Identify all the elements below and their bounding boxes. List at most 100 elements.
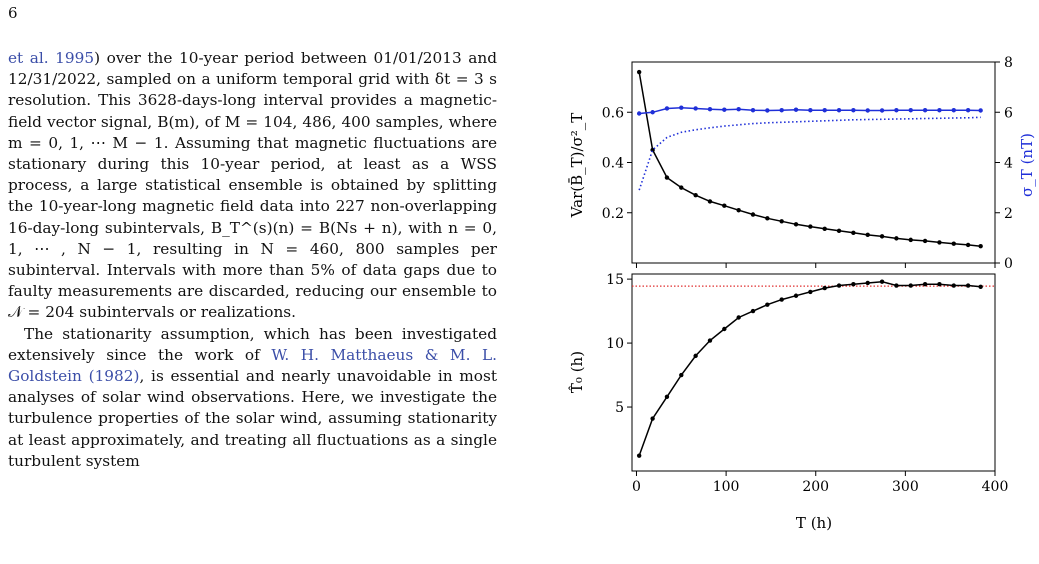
paragraph-1-body: ) over the 10-year period between 01/01/… <box>8 49 497 322</box>
bottom-series-0-point <box>636 453 642 458</box>
top-series-0-point <box>765 216 770 221</box>
top-series-1-point <box>894 108 899 113</box>
citation-link-1[interactable]: et al. 1995 <box>8 49 95 67</box>
top-series-0-point <box>808 224 813 229</box>
bottom-panel-marks <box>632 279 995 458</box>
top-series-0-point <box>836 228 842 234</box>
top-panel-marks <box>636 69 983 249</box>
top-series-1-point <box>822 108 827 113</box>
top-panel-ticks: 0.2 0.4 0.6 0 2 4 6 8 <box>602 55 1013 272</box>
bottom-series-0-point <box>679 372 684 378</box>
top-series-0-point <box>636 69 642 75</box>
top-series-0-point <box>937 240 942 245</box>
bottom-series-0-point <box>664 394 670 400</box>
paragraph-1: et al. 1995) over the 10-year period bet… <box>8 48 497 324</box>
top-right-tick-label: 2 <box>1004 206 1013 222</box>
top-series-0-point <box>722 203 727 208</box>
bottom-left-tick-label: 10 <box>606 336 624 352</box>
top-series-1-point <box>722 107 727 112</box>
top-series-1-point <box>908 108 913 113</box>
bottom-left-tick-label: 15 <box>606 272 624 288</box>
top-panel-frame <box>631 61 996 264</box>
top-series-0-point <box>851 230 856 236</box>
bottom-series-0-point <box>965 283 971 288</box>
paragraph-2-after: , is essential and nearly unavoidable in… <box>8 367 497 470</box>
bottom-series-0-point <box>822 285 827 291</box>
bottom-series-0-point <box>865 280 870 286</box>
top-series-0-point <box>922 238 928 244</box>
top-series-1-point <box>851 108 856 113</box>
top-right-axis-label: σ_T (nT) <box>1018 133 1036 197</box>
bottom-series-0-point <box>908 283 913 288</box>
top-series-1-point <box>693 106 698 111</box>
top-series-1-point <box>707 107 713 112</box>
bottom-series-0-point <box>750 308 756 314</box>
bottom-series-0-point <box>951 283 956 288</box>
bottom-series-0-point <box>978 284 983 289</box>
top-series-0-point <box>908 237 913 243</box>
top-series-1-point <box>978 108 983 113</box>
top-series-0-point <box>750 212 756 217</box>
top-left-axis-label: Var(B̄_T)/σ²_T <box>568 113 586 219</box>
top-left-tick-label: 0.2 <box>602 206 624 222</box>
top-series-0-point <box>693 192 698 198</box>
top-series-1-point <box>765 108 770 113</box>
bottom-series-0-point <box>793 293 799 298</box>
top-left-tick-label: 0.6 <box>602 105 624 121</box>
bottom-series-0-point <box>937 282 942 287</box>
top-series-2-line <box>638 116 981 191</box>
bottom-series-0-point <box>650 416 655 421</box>
bottom-panel-ticks: 5 10 15 0 100 200 300 400 <box>606 272 1008 495</box>
bottom-series-0-point <box>836 283 842 288</box>
bottom-x-tick-label: 400 <box>982 479 1009 495</box>
bottom-x-tick-label: 200 <box>802 479 829 495</box>
bottom-left-tick-label: 5 <box>615 400 624 416</box>
top-series-1-point <box>750 108 756 113</box>
top-series-0-point <box>679 185 684 190</box>
top-right-tick-label: 8 <box>1004 55 1013 71</box>
top-series-0-point <box>779 219 784 224</box>
top-series-0-line <box>638 71 981 247</box>
bottom-x-tick-label: 0 <box>632 479 641 495</box>
bottom-series-0-point <box>922 282 928 287</box>
bottom-series-0-point <box>736 315 741 320</box>
body-text-column: et al. 1995) over the 10-year period bet… <box>8 48 497 472</box>
top-left-tick-label: 0.4 <box>602 156 624 172</box>
top-series-0-point <box>879 234 885 239</box>
top-series-1-point <box>922 108 928 113</box>
top-series-1-point <box>679 105 684 110</box>
top-series-0-point <box>707 199 713 204</box>
bottom-panel: 5 10 15 0 100 200 300 400 T̂₀ (h) T (h) <box>568 272 1008 532</box>
bottom-series-0-point <box>779 297 784 302</box>
top-panel: 0.2 0.4 0.6 0 2 4 6 8 Var(B̄_T)/σ²_T σ_T (nT) <box>568 55 1036 272</box>
top-series-1-point <box>736 107 741 112</box>
top-series-1-point <box>951 108 956 113</box>
bottom-series-0-point <box>879 279 885 284</box>
bottom-series-0-point <box>808 289 813 295</box>
bottom-series-0-point <box>722 326 727 332</box>
top-series-0-point <box>965 242 971 248</box>
page-number: 6 <box>8 4 18 22</box>
top-series-1-point <box>793 107 799 112</box>
bottom-series-0-point <box>693 353 698 359</box>
top-right-tick-label: 4 <box>1004 156 1013 172</box>
bottom-series-0-point <box>765 302 770 307</box>
x-axis-label: T (h) <box>796 514 832 532</box>
paragraph-2: The stationarity assumption, which has b… <box>8 324 497 472</box>
top-series-0-point <box>978 243 983 249</box>
bottom-series-0-point <box>707 338 713 343</box>
top-series-0-point <box>894 236 899 241</box>
top-right-tick-label: 0 <box>1004 256 1013 272</box>
top-series-0-point <box>822 226 827 232</box>
top-series-1-point <box>965 108 971 113</box>
citation-link-2[interactable]: W. H. Matthaeus & M. L. Goldstein (1982) <box>8 345 497 386</box>
top-series-0-point <box>951 241 956 246</box>
paragraph-2-before: The stationarity assumption, which has b… <box>8 324 497 364</box>
top-series-1-point <box>879 108 885 113</box>
bottom-x-tick-label: 100 <box>713 479 740 495</box>
bottom-panel-frame <box>631 273 996 472</box>
bottom-series-0-point <box>894 283 899 288</box>
top-series-0-point <box>865 232 870 238</box>
bottom-x-tick-label: 300 <box>892 479 919 495</box>
